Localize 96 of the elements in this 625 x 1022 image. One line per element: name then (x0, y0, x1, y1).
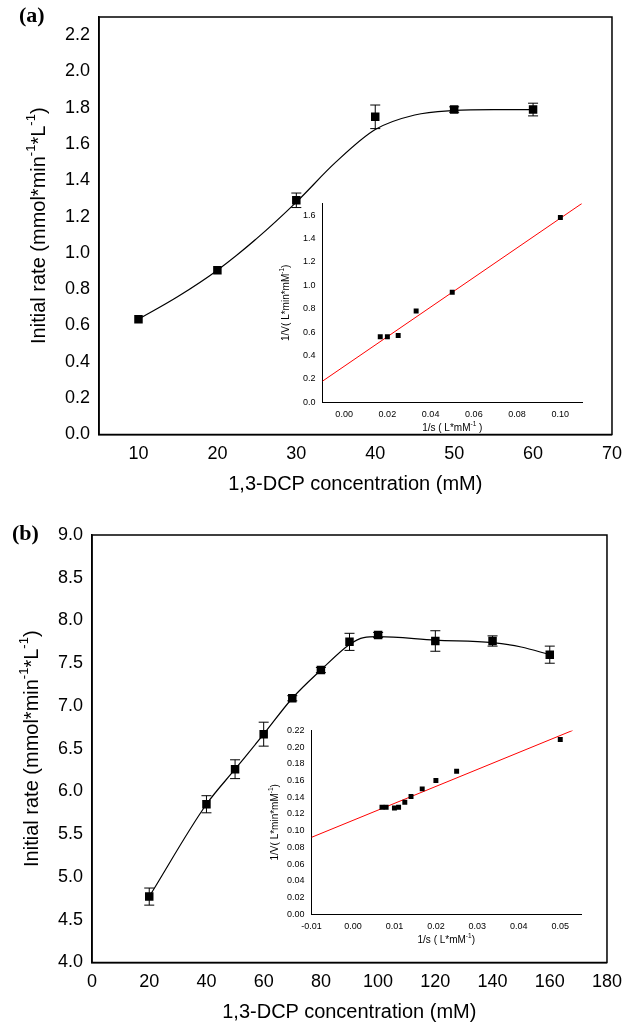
y-tick-label: 0.00 (286, 908, 305, 919)
y-tick-label: 9.0 (57, 523, 84, 544)
point (292, 196, 301, 205)
x-tick-label: 0.08 (508, 409, 526, 420)
x-tick-label: 0.04 (510, 921, 528, 932)
point (202, 800, 211, 809)
y-tick-label: 5.0 (57, 865, 84, 886)
y-tick-label: 0.0 (64, 423, 91, 444)
y-tick-label: 1.0 (64, 241, 91, 262)
point (454, 768, 460, 774)
y-tick-label: 0.22 (286, 724, 305, 735)
y-tick-label: 2.2 (64, 24, 91, 45)
y-tick-label: 0.2 (64, 387, 91, 408)
x-tick-label: 180 (591, 971, 623, 992)
x-tick-label: 0.05 (551, 921, 570, 932)
x-tick-label: 20 (139, 971, 160, 992)
y-tick-label: 1.8 (64, 96, 91, 117)
y-tick-label: 0.8 (64, 278, 91, 299)
x-tick-label: 0.02 (427, 921, 445, 932)
x-tick-label: 40 (196, 971, 217, 992)
y-tick-label: 4.0 (57, 951, 84, 972)
y-tick-label: 2.0 (64, 60, 91, 81)
y-tick-label: 7.5 (57, 652, 84, 673)
y-tick-label: 1.4 (303, 232, 316, 243)
y-tick-label: 0.02 (286, 891, 305, 902)
x-tick-label: 80 (310, 971, 331, 992)
chart-title: (b) (12, 519, 39, 545)
y-tick-label: 7.0 (57, 694, 84, 715)
x-tick-label: 140 (477, 971, 508, 992)
point (395, 333, 401, 339)
point (419, 786, 425, 792)
y-tick-label: 1.2 (303, 256, 316, 267)
y-tick-label: 0.8 (303, 303, 316, 314)
y-tick-label: 0.6 (303, 326, 316, 337)
x-tick-label: 100 (363, 971, 394, 992)
x-tick-label: 0.04 (421, 409, 440, 420)
x-tick-label: 160 (534, 971, 565, 992)
x-axis-title: 1,3-DCP concentration (mM) (222, 999, 477, 1022)
x-tick-label: 120 (420, 971, 451, 992)
y-tick-label: 4.5 (57, 908, 84, 929)
y-tick-label: 1.2 (64, 205, 91, 226)
x-tick-label: 0.06 (465, 409, 483, 420)
y-tick-label: 1.0 (303, 279, 316, 290)
y-tick-label: 0.14 (286, 791, 305, 802)
y-tick-label: 0.08 (286, 841, 305, 852)
y-tick-label: 1.4 (64, 169, 91, 190)
y-tick-label: 0.04 (286, 875, 305, 886)
x-tick-label: 40 (365, 443, 386, 464)
y-tick-label: 0.12 (286, 808, 305, 819)
x-tick-label: 70 (601, 443, 622, 464)
x-axis-title: 1,3-DCP concentration (mM) (228, 471, 483, 494)
y-tick-label: 1.6 (64, 133, 91, 153)
x-tick-label: 0.10 (551, 409, 570, 420)
x-tick-label: -0.01 (301, 921, 322, 932)
y-tick-label: 0.4 (303, 349, 316, 360)
y-tick-label: 0.2 (303, 373, 316, 384)
y-tick-label: 0.10 (286, 825, 305, 836)
point (384, 334, 390, 340)
y-tick-label: 6.0 (57, 780, 84, 801)
point (433, 778, 439, 783)
y-tick-label: 5.5 (57, 823, 84, 844)
x-tick-label: 10 (128, 443, 149, 464)
y-axis-title: Initial rate (mmol*min-1*L-1) (22, 107, 49, 344)
y-tick-label: 0.4 (64, 350, 91, 371)
x-tick-label: 0.00 (344, 921, 362, 932)
y-tick-label: 8.5 (57, 566, 84, 587)
point (383, 804, 389, 810)
chart-title: (a) (19, 1, 45, 27)
y-tick-label: 0.0 (303, 396, 316, 407)
x-tick-label: 0.01 (385, 921, 404, 932)
x-tick-label: 30 (286, 443, 307, 464)
point (557, 214, 563, 220)
y-tick-label: 0.6 (64, 314, 91, 335)
x-tick-label: 60 (253, 971, 274, 992)
x-tick-label: 20 (207, 443, 228, 464)
point (134, 314, 143, 324)
y-tick-label: 0.16 (286, 775, 305, 786)
point (449, 289, 455, 295)
x-tick-label: 60 (523, 443, 544, 464)
y-tick-label: 8.0 (57, 609, 84, 630)
point (213, 265, 222, 275)
y-tick-label: 0.06 (286, 858, 305, 869)
point (557, 737, 563, 743)
point (402, 799, 408, 805)
x-tick-label: 0.02 (378, 409, 397, 420)
y-axis-title: Initial rate (mmol*min-1*L-1) (15, 630, 42, 867)
y-tick-label: 6.5 (57, 737, 84, 758)
y-tick-label: 0.20 (286, 741, 305, 752)
x-tick-label: 0 (87, 971, 98, 992)
x-tick-label: 0.00 (335, 409, 353, 420)
x-tick-label: 50 (444, 443, 465, 464)
y-tick-label: 1.6 (303, 209, 316, 220)
point (377, 334, 383, 340)
x-tick-label: 0.03 (468, 921, 487, 932)
point (396, 804, 402, 810)
y-tick-label: 0.18 (286, 758, 305, 769)
